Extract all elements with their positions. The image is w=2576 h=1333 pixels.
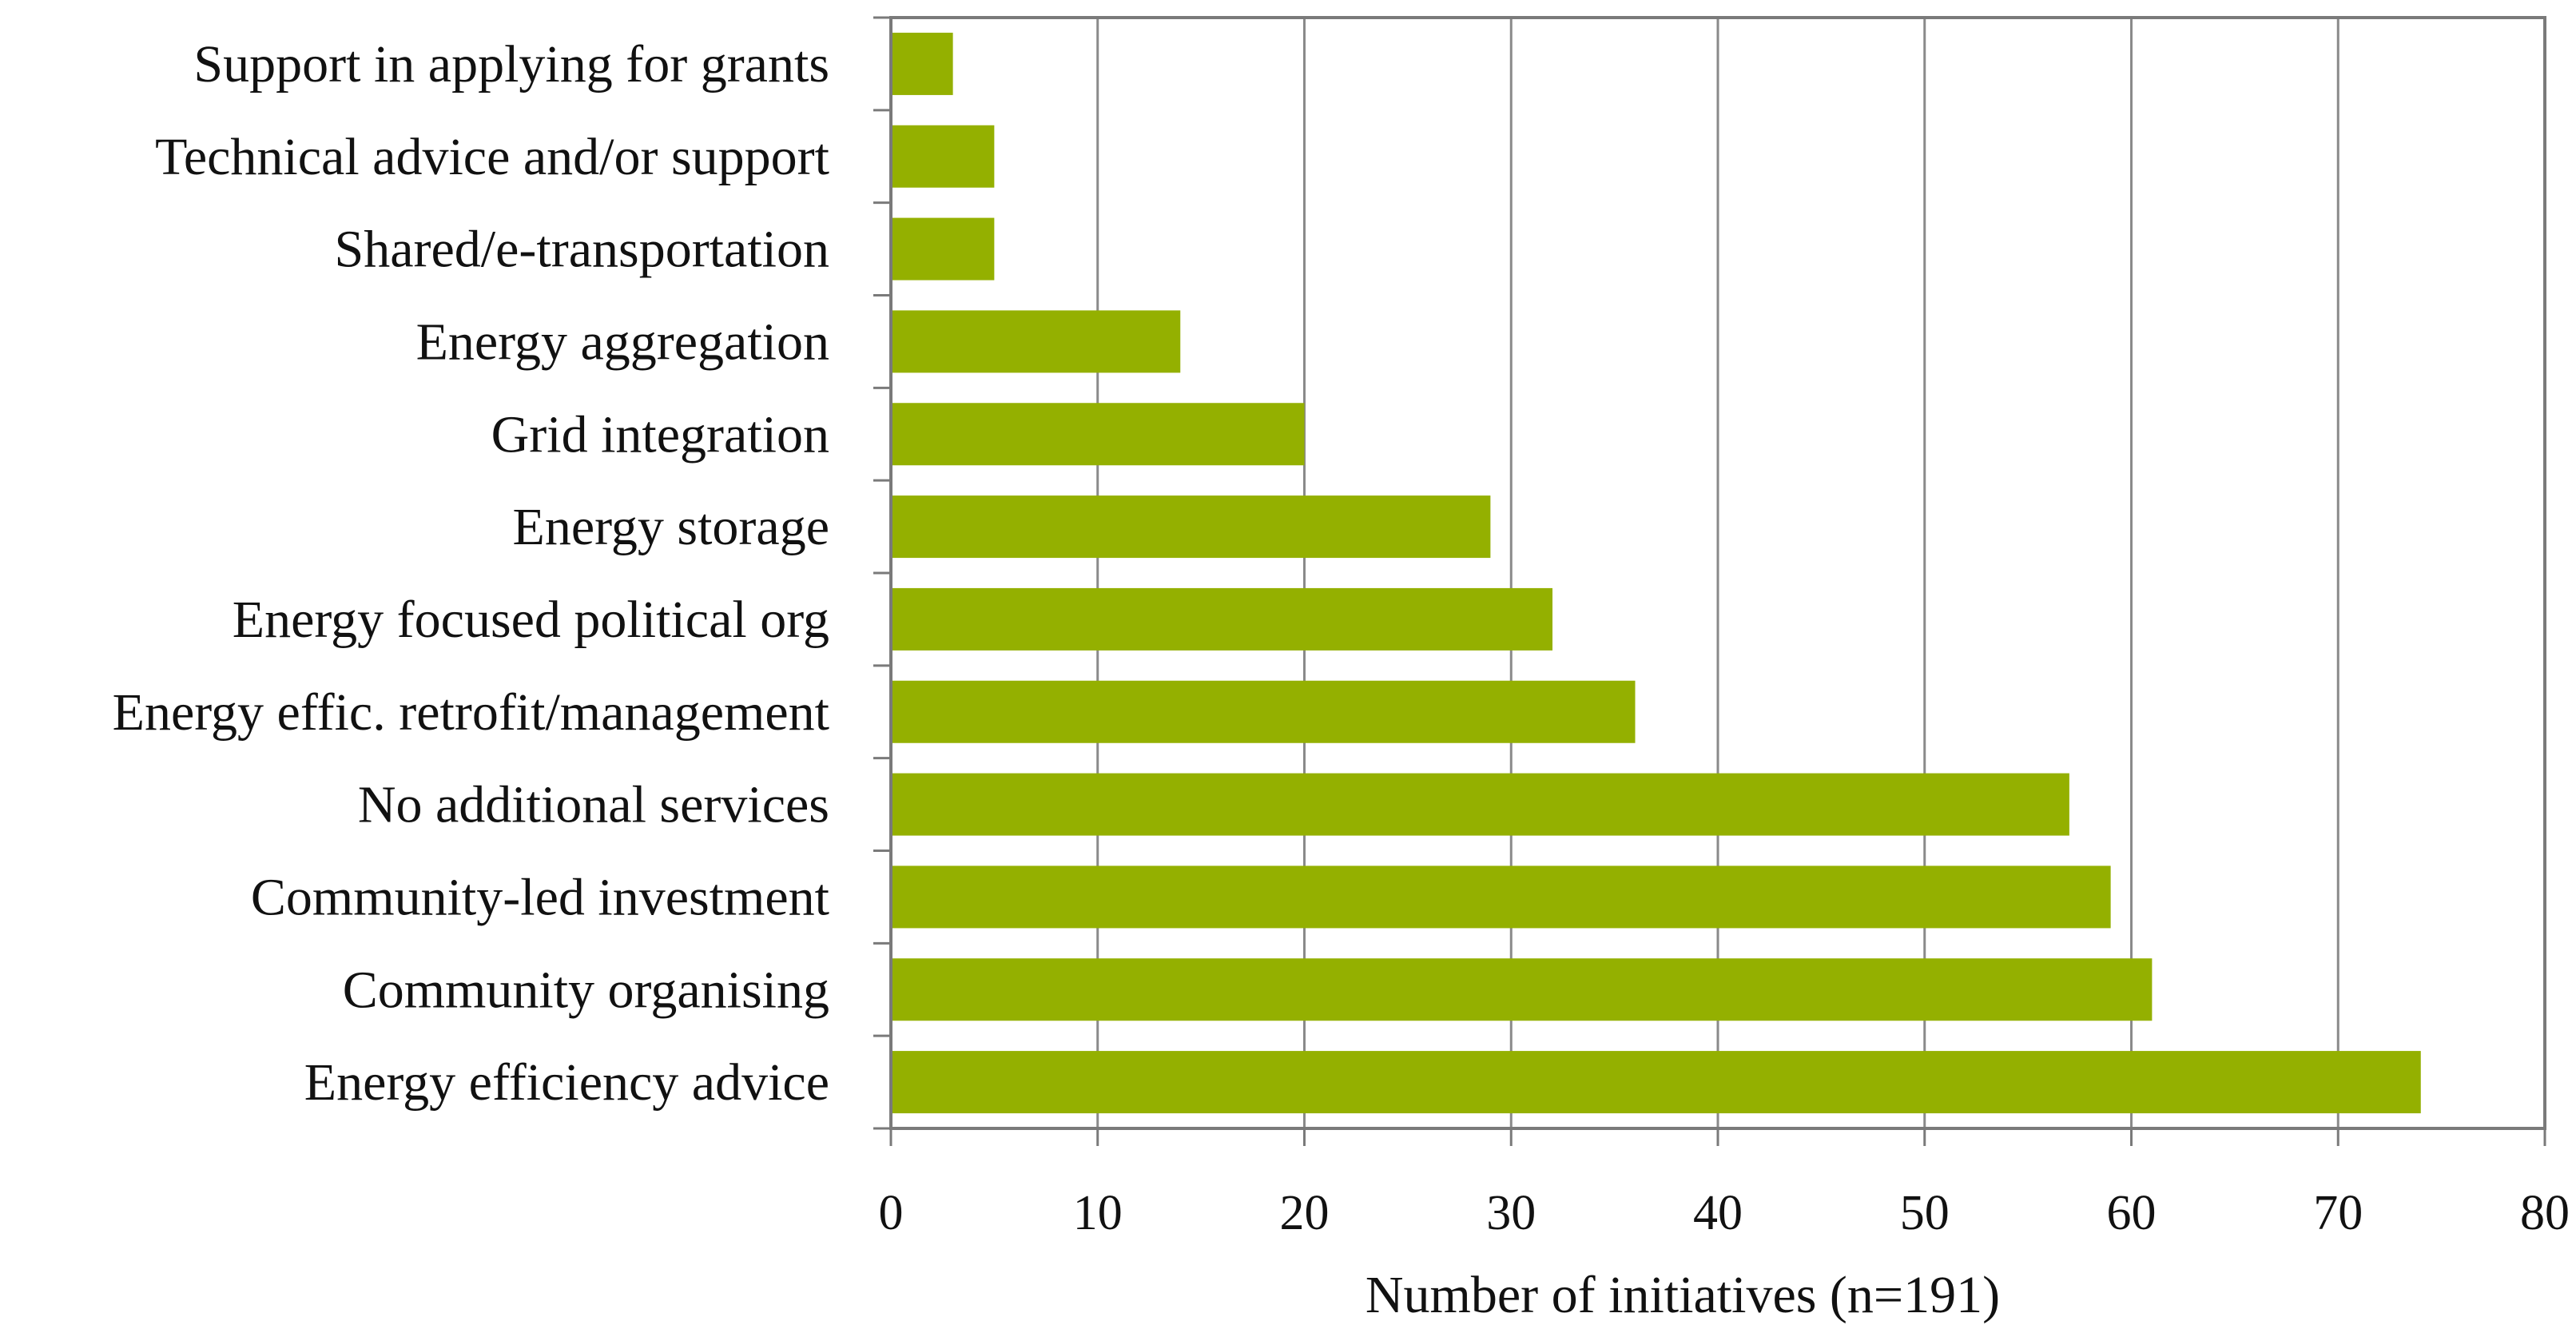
x-tick-label-0: 0 [879, 1186, 904, 1240]
bar-9 [891, 773, 2069, 836]
x-tick-label-20: 20 [1280, 1186, 1330, 1240]
bar-1 [891, 32, 953, 95]
category-label-1: Support in applying for grants [193, 35, 829, 94]
category-label-8: Energy effic. retrofit/management [113, 683, 829, 742]
bar-10 [891, 865, 2111, 929]
bar-3 [891, 217, 995, 281]
category-label-10: Community-led investment [251, 868, 829, 926]
category-label-4: Energy aggregation [416, 312, 829, 371]
bar-11 [891, 958, 2153, 1021]
x-tick-label-40: 40 [1693, 1186, 1743, 1240]
bar-8 [891, 680, 1636, 743]
bar-7 [891, 587, 1552, 651]
x-tick-label-10: 10 [1073, 1186, 1123, 1240]
category-label-7: Energy focused political org [233, 591, 829, 649]
grid-layer [1096, 18, 2339, 1128]
bar-5 [891, 403, 1305, 466]
x-tick-label-30: 30 [1486, 1186, 1536, 1240]
bar-4 [891, 310, 1181, 373]
bar-6 [891, 495, 1491, 559]
axis-layer [873, 16, 2546, 1146]
bar-12 [891, 1051, 2421, 1114]
category-label-5: Grid integration [491, 405, 829, 464]
labels-layer: Support in applying for grants Technical … [113, 35, 2570, 1240]
x-axis-title: Number of initiatives (n=191) [1366, 1266, 2000, 1324]
category-label-2: Technical advice and/or support [155, 128, 829, 186]
x-tick-label-70: 70 [2313, 1186, 2363, 1240]
category-label-12: Energy efficiency advice [304, 1053, 829, 1112]
category-label-3: Shared/e-transportation [335, 221, 829, 279]
x-tick-label-60: 60 [2107, 1186, 2157, 1240]
category-label-6: Energy storage [513, 498, 829, 556]
bar-2 [891, 125, 995, 188]
x-tick-label-80: 80 [2520, 1186, 2570, 1240]
x-tick-label-50: 50 [1900, 1186, 1950, 1240]
category-label-11: Community organising [343, 961, 829, 1019]
category-label-9: No additional services [358, 776, 829, 834]
bars-layer [891, 32, 2421, 1114]
